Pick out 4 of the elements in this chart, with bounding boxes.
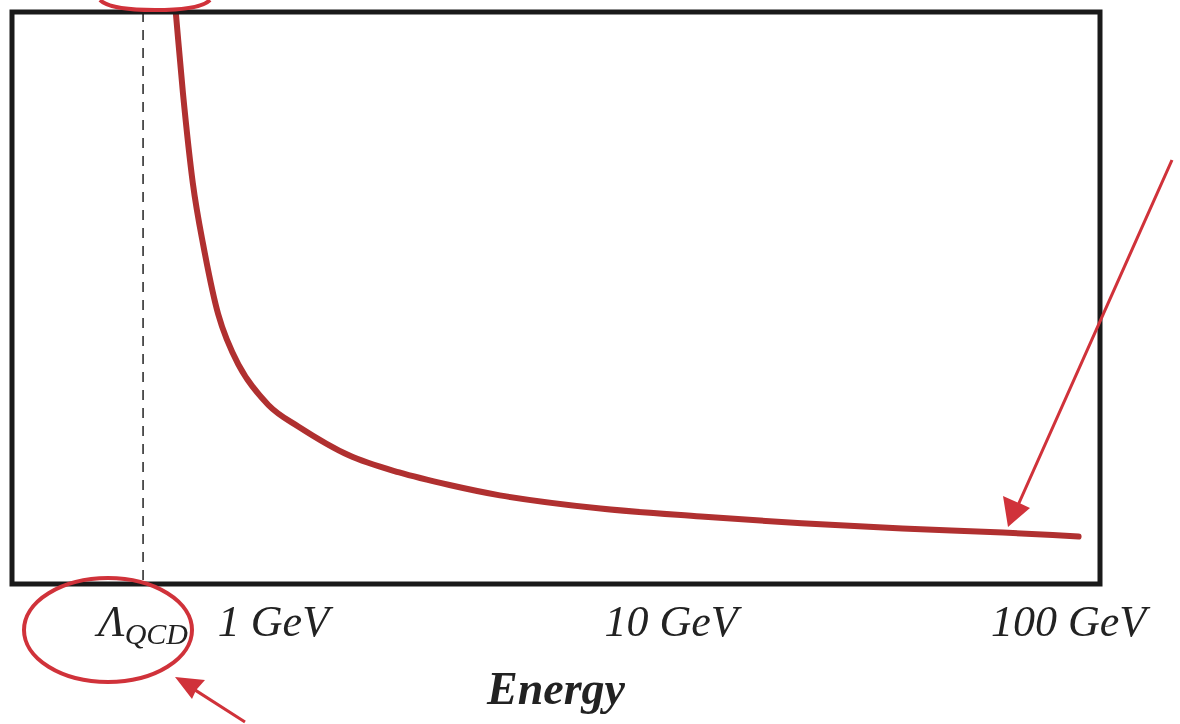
x-tick-label: 1 GeV: [217, 596, 335, 646]
x-tick-label: 10 GeV: [604, 596, 743, 646]
x-tick-label: 100 GeV: [990, 596, 1152, 646]
x-axis-title: Energy: [486, 663, 626, 715]
